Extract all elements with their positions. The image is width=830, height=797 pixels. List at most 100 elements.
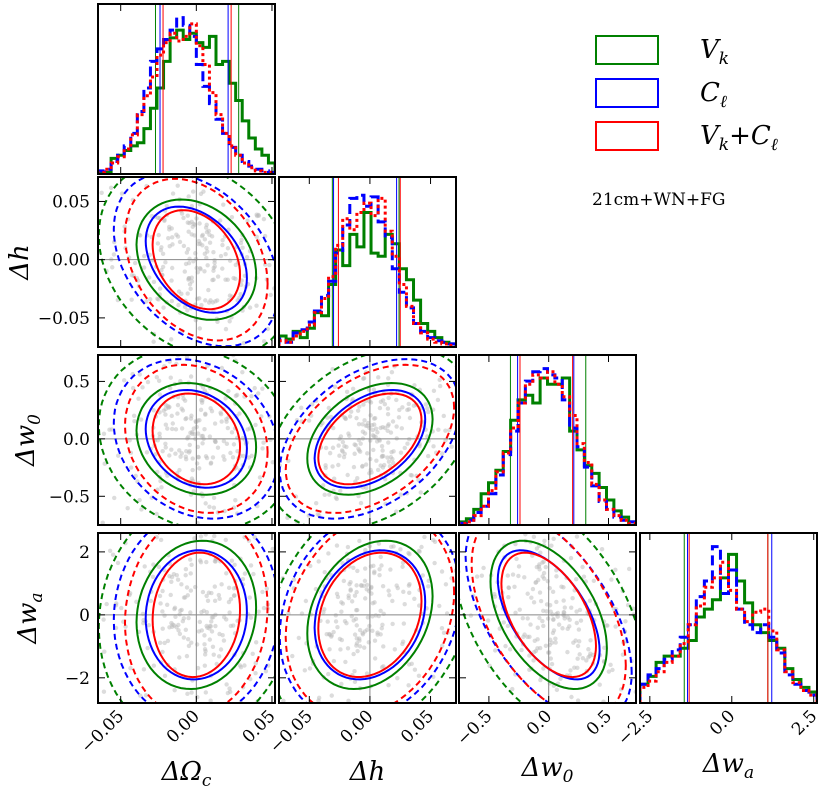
sample-point bbox=[440, 451, 445, 456]
sample-point bbox=[192, 536, 197, 541]
sample-point bbox=[401, 621, 407, 626]
sample-point bbox=[112, 495, 117, 501]
sample-point bbox=[224, 617, 229, 622]
sample-point bbox=[431, 537, 436, 543]
sample-point bbox=[280, 246, 284, 250]
hist-panel-h-frame bbox=[278, 176, 457, 348]
sample-point bbox=[419, 544, 424, 550]
sample-point bbox=[522, 575, 527, 580]
sample-point bbox=[158, 537, 164, 543]
sample-point bbox=[162, 218, 167, 224]
sample-point bbox=[183, 627, 189, 632]
sample-point bbox=[182, 595, 188, 600]
sample-point bbox=[331, 704, 335, 708]
sample-point bbox=[186, 275, 192, 281]
sample-point bbox=[144, 450, 150, 455]
sample-point bbox=[299, 405, 304, 411]
sample-point bbox=[382, 402, 388, 407]
sample-point bbox=[181, 635, 187, 640]
annotation-21cm-wn-fg: 21cm+WN+FG bbox=[592, 190, 726, 210]
sample-point bbox=[492, 591, 497, 597]
sample-point bbox=[368, 564, 374, 569]
sample-point bbox=[354, 583, 359, 588]
sample-point bbox=[443, 428, 448, 433]
sample-point bbox=[156, 378, 162, 384]
sample-point bbox=[354, 607, 360, 613]
sample-point bbox=[219, 419, 224, 424]
sample-point bbox=[220, 266, 225, 271]
sample-point bbox=[599, 546, 605, 552]
sample-point bbox=[202, 426, 207, 432]
sample-point bbox=[139, 507, 144, 512]
sample-point bbox=[347, 414, 353, 419]
sample-point bbox=[331, 629, 336, 635]
sample-point bbox=[580, 655, 586, 661]
sample-point bbox=[134, 599, 139, 604]
x-axis-label-omc-subscript: c bbox=[202, 771, 212, 791]
x-axis-label-h: Δh bbox=[349, 757, 386, 787]
sample-point bbox=[329, 693, 334, 698]
sample-point bbox=[352, 669, 357, 674]
sample-point bbox=[183, 454, 188, 459]
sample-point bbox=[543, 643, 549, 649]
sample-point bbox=[355, 568, 360, 574]
sample-point bbox=[400, 639, 406, 644]
sample-point bbox=[101, 689, 107, 694]
sample-point bbox=[251, 571, 256, 577]
x-axis-label-w0-subscript: 0 bbox=[563, 767, 574, 787]
sample-point bbox=[385, 411, 391, 417]
sample-point bbox=[613, 567, 618, 573]
sample-point bbox=[346, 431, 351, 436]
panel-w0-vs-omc: 0.5 0.0 −0.5 bbox=[49, 354, 276, 526]
sample-point bbox=[385, 406, 391, 411]
sample-point bbox=[379, 443, 385, 449]
y-tick-label-w0: 0.0 bbox=[63, 430, 90, 450]
sample-point bbox=[652, 692, 656, 696]
sample-point bbox=[102, 461, 107, 466]
sample-point bbox=[116, 453, 121, 458]
sample-point bbox=[505, 623, 511, 629]
sample-point bbox=[185, 247, 191, 252]
sample-point bbox=[537, 645, 543, 651]
sample-point bbox=[339, 609, 344, 614]
sample-point bbox=[372, 569, 377, 574]
x-tick-label-omc: −0.05 bbox=[77, 706, 128, 757]
sample-point bbox=[378, 608, 383, 613]
sample-point bbox=[260, 386, 265, 391]
sample-point bbox=[351, 464, 357, 470]
sample-point bbox=[211, 505, 217, 510]
sample-point bbox=[390, 598, 395, 604]
sample-point bbox=[265, 326, 270, 332]
sample-point bbox=[185, 213, 190, 218]
sample-point bbox=[327, 492, 332, 497]
sample-point bbox=[323, 445, 329, 451]
sample-point bbox=[225, 246, 231, 251]
sample-point bbox=[143, 693, 149, 698]
sample-point bbox=[338, 488, 343, 494]
sample-point bbox=[204, 559, 209, 565]
sample-point bbox=[437, 377, 442, 383]
sample-point bbox=[198, 407, 204, 413]
sample-point bbox=[163, 445, 168, 450]
legend-subscript: ℓ bbox=[771, 135, 778, 155]
sample-point bbox=[160, 264, 166, 270]
sample-point bbox=[220, 238, 225, 243]
sample-point bbox=[352, 632, 358, 637]
sample-point bbox=[172, 606, 177, 612]
sample-point bbox=[371, 416, 377, 421]
sample-point bbox=[181, 396, 186, 401]
sample-point bbox=[356, 421, 362, 427]
sample-point bbox=[307, 366, 311, 370]
sample-point bbox=[158, 247, 164, 253]
sample-point bbox=[240, 369, 245, 375]
sample-point bbox=[254, 303, 259, 308]
sample-point bbox=[362, 418, 367, 423]
sample-point bbox=[146, 158, 150, 162]
sample-point bbox=[401, 589, 406, 595]
sample-point bbox=[200, 433, 206, 439]
sample-point bbox=[195, 694, 200, 700]
panel-wa-vs-w0-frame bbox=[458, 532, 637, 704]
sample-point bbox=[177, 467, 182, 473]
sample-point bbox=[253, 422, 258, 428]
sample-point bbox=[244, 255, 250, 260]
